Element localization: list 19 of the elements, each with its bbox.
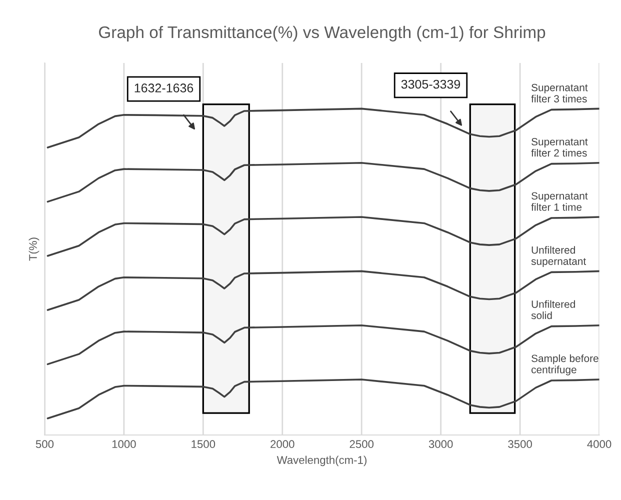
- band-label: 1632-1636: [134, 84, 194, 92]
- y-axis-title: T(%): [28, 238, 40, 261]
- x-tick-label: 500: [36, 440, 54, 448]
- band-label: 3305-3339: [401, 80, 460, 89]
- x-tick-label: 1500: [192, 440, 216, 448]
- x-axis-title: Wavelength(cm-1): [276, 456, 366, 466]
- x-tick-label: 2000: [270, 440, 294, 448]
- series-label: Sample before centrifuge: [532, 354, 598, 376]
- x-tick-label: 3000: [428, 440, 453, 448]
- x-tick-label: 4000: [587, 440, 612, 448]
- series-label: Unfiltered solid: [531, 300, 575, 320]
- chart-title: Graph of Transmittance(%) vs Wavelength (cm-1) for Shrimp: [99, 26, 546, 42]
- x-tick-label: 1000: [112, 440, 136, 448]
- series-label: Supernatant filter 1 time: [531, 192, 588, 211]
- series-label: Unfiltered supernatant: [531, 246, 586, 268]
- series-label: Supernatant filter 3 times: [531, 84, 588, 102]
- x-tick-label: 2500: [350, 440, 374, 448]
- series-label: Supernatant filter 2 times: [531, 138, 588, 157]
- x-tick-label: 3500: [508, 440, 532, 448]
